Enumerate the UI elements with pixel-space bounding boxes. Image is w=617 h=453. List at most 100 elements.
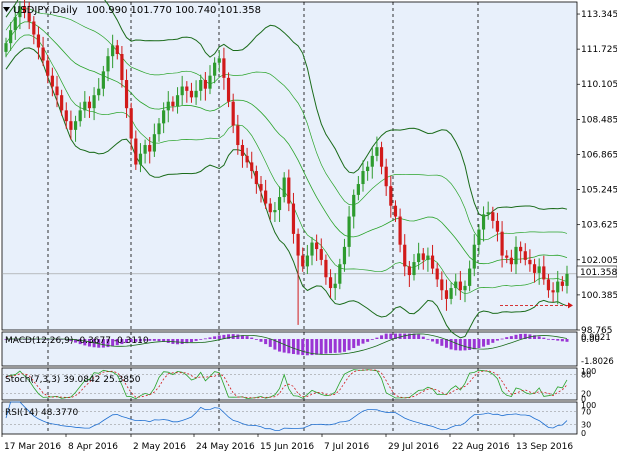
candle-body[interactable] (36, 34, 41, 48)
candle-body[interactable] (138, 153, 143, 165)
candle-body[interactable] (189, 90, 194, 98)
candle-body[interactable] (319, 249, 323, 260)
candle-body[interactable] (532, 264, 537, 273)
candle-body[interactable] (417, 253, 421, 263)
candle-body[interactable] (389, 186, 393, 206)
candle-body[interactable] (78, 110, 82, 122)
candle-body[interactable] (254, 171, 258, 185)
candle-body[interactable] (27, 12, 31, 22)
rsi-pane[interactable] (1, 401, 578, 435)
candle-body[interactable] (83, 101, 87, 111)
candle-body[interactable] (468, 268, 472, 286)
candle-body[interactable] (375, 147, 379, 156)
candle-body[interactable] (500, 231, 504, 256)
candle-body[interactable] (245, 155, 249, 163)
candle-body[interactable] (398, 216, 402, 245)
candle-body[interactable] (199, 80, 203, 91)
candle-body[interactable] (565, 273, 569, 286)
candle-body[interactable] (73, 121, 78, 130)
candle-body[interactable] (4, 43, 8, 52)
candle-body[interactable] (509, 257, 513, 265)
candle-body[interactable] (106, 56, 110, 72)
candle-body[interactable] (129, 108, 133, 139)
candle-body[interactable] (542, 266, 546, 280)
candle-body[interactable] (268, 203, 272, 213)
candle-body[interactable] (296, 233, 300, 256)
candle-body[interactable] (259, 184, 263, 191)
candle-body[interactable] (310, 242, 314, 256)
candle-body[interactable] (440, 279, 444, 291)
candle-body[interactable] (315, 242, 319, 250)
candle-body[interactable] (523, 251, 527, 260)
candle-body[interactable] (282, 177, 286, 198)
candle-body[interactable] (491, 212, 495, 221)
candle-body[interactable] (514, 246, 518, 265)
candle-body[interactable] (356, 184, 360, 195)
candle-body[interactable] (463, 285, 467, 291)
candle-body[interactable] (486, 212, 490, 215)
candle-body[interactable] (291, 203, 296, 234)
candle-body[interactable] (18, 6, 22, 18)
candle-body[interactable] (41, 47, 45, 61)
candle-body[interactable] (305, 255, 309, 267)
candle-body[interactable] (185, 86, 189, 91)
candle-body[interactable] (236, 125, 240, 146)
candle-body[interactable] (477, 229, 481, 245)
candle-body[interactable] (9, 30, 13, 44)
candle-body[interactable] (342, 246, 347, 265)
candle-body[interactable] (333, 283, 337, 289)
candle-body[interactable] (157, 123, 161, 135)
candle-body[interactable] (203, 80, 207, 89)
main-price-pane[interactable] (1, 1, 578, 331)
candle-body[interactable] (250, 162, 254, 172)
candle-body[interactable] (55, 86, 59, 96)
candle-body[interactable] (328, 277, 333, 289)
candle-body[interactable] (32, 21, 36, 35)
candle-body[interactable] (393, 205, 398, 217)
candle-body[interactable] (171, 101, 175, 107)
candle-body[interactable] (175, 95, 180, 107)
candle-body[interactable] (458, 281, 462, 291)
candle-body[interactable] (370, 155, 374, 167)
candle-body[interactable] (403, 244, 407, 267)
candle-body[interactable] (481, 214, 486, 230)
candle-body[interactable] (166, 101, 170, 111)
candle-body[interactable] (426, 255, 430, 260)
candle-body[interactable] (338, 264, 342, 284)
candle-body[interactable] (347, 216, 351, 247)
candle-body[interactable] (240, 145, 245, 156)
candle-body[interactable] (226, 77, 231, 102)
candle-body[interactable] (449, 288, 453, 299)
candle-body[interactable] (407, 266, 411, 276)
candle-body[interactable] (505, 255, 509, 258)
candle-body[interactable] (22, 6, 27, 13)
collapse-triangle-icon[interactable] (3, 7, 10, 12)
candle-body[interactable] (69, 121, 73, 130)
candle-body[interactable] (143, 145, 147, 154)
candle-body[interactable] (208, 75, 212, 89)
candle-body[interactable] (546, 279, 551, 291)
candle-body[interactable] (301, 255, 305, 267)
candle-body[interactable] (324, 259, 328, 278)
candle-body[interactable] (472, 244, 476, 269)
candle-body[interactable] (551, 290, 555, 293)
candle-body[interactable] (115, 45, 119, 55)
candle-body[interactable] (384, 166, 388, 187)
candle-body[interactable] (430, 255, 435, 269)
candle-body[interactable] (97, 88, 101, 96)
candle-body[interactable] (213, 62, 217, 76)
candle-body[interactable] (120, 54, 124, 81)
candle-body[interactable] (222, 58, 226, 78)
candle-body[interactable] (231, 101, 235, 126)
candle-body[interactable] (495, 220, 500, 232)
candle-body[interactable] (124, 80, 129, 109)
candle-body[interactable] (46, 60, 50, 76)
candle-body[interactable] (412, 262, 416, 276)
candle-body[interactable] (366, 166, 370, 172)
candle-body[interactable] (264, 190, 268, 204)
candle-body[interactable] (352, 194, 356, 217)
candle-body[interactable] (454, 281, 458, 289)
candle-body[interactable] (194, 90, 198, 98)
candle-body[interactable] (101, 71, 105, 89)
